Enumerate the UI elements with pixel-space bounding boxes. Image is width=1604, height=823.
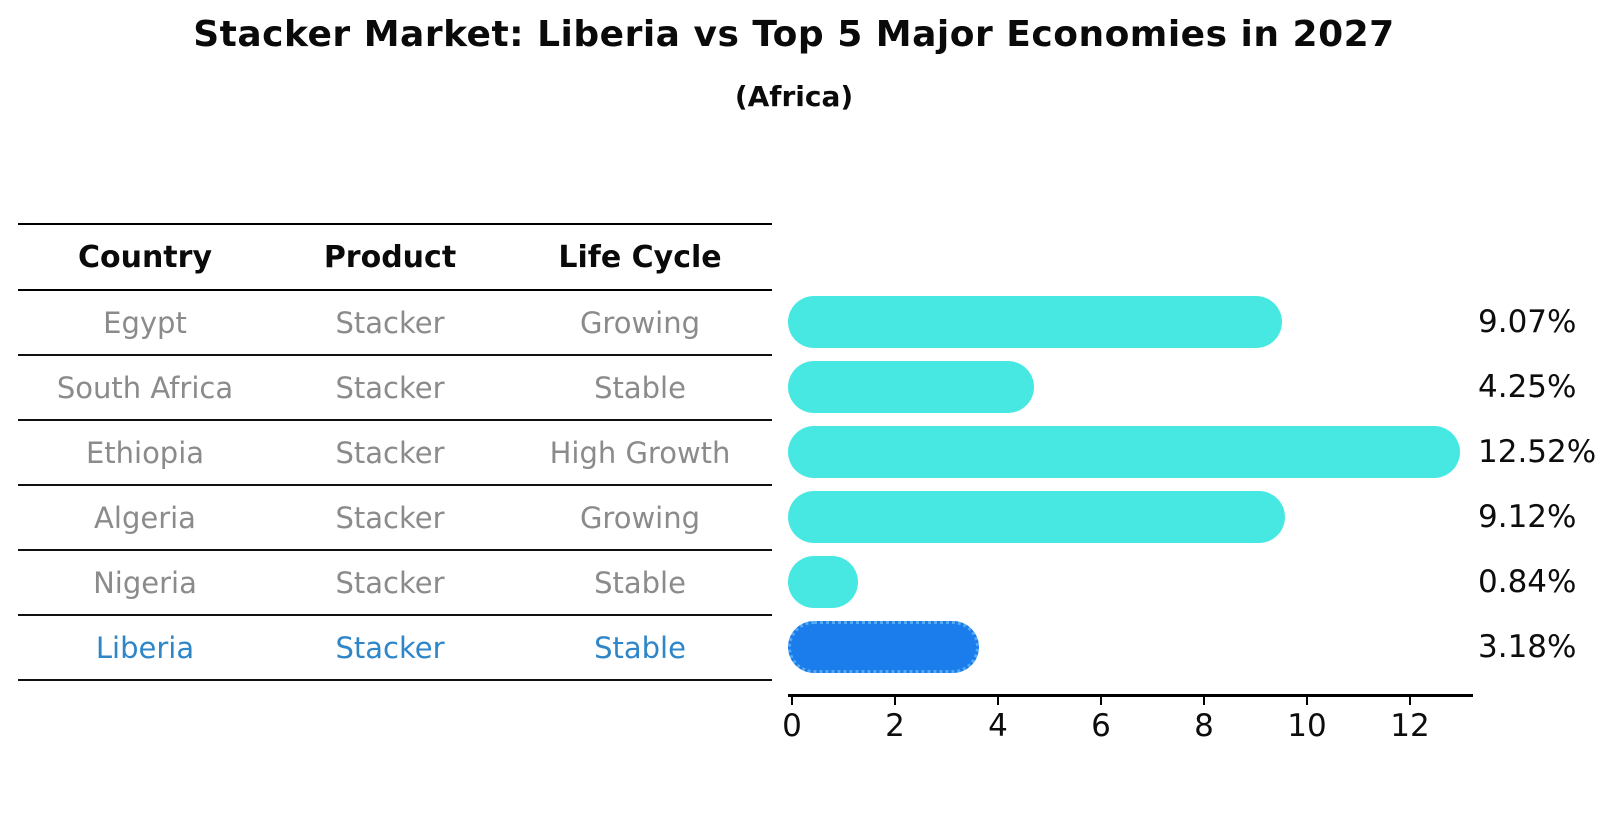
table-row: Algeria Stacker Growing bbox=[18, 486, 772, 551]
table-cell-country: Egypt bbox=[103, 305, 187, 340]
table-cell-country: South Africa bbox=[56, 370, 234, 405]
x-axis-tick-mark bbox=[1409, 695, 1411, 705]
table-row: Nigeria Stacker Stable bbox=[18, 551, 772, 616]
x-axis-tick-mark bbox=[1306, 695, 1308, 705]
column-header-product: Product bbox=[323, 239, 457, 275]
column-header-life-cycle: Life Cycle bbox=[558, 239, 722, 275]
bar-value-label: 9.07% bbox=[1478, 303, 1577, 340]
bar bbox=[788, 360, 1034, 413]
x-axis-tick-label: 10 bbox=[1287, 708, 1327, 744]
table-cell-life-cycle: Growing bbox=[579, 500, 701, 535]
bar bbox=[788, 295, 1283, 348]
bar bbox=[788, 425, 1460, 478]
bar-value-label: 12.52% bbox=[1478, 433, 1597, 470]
x-axis-tick-label: 8 bbox=[1194, 708, 1214, 744]
x-axis-tick-mark bbox=[1100, 695, 1102, 705]
table-cell-product: Stacker bbox=[335, 435, 445, 470]
table-cell-life-cycle: Stable bbox=[594, 630, 686, 665]
table-body: Egypt Stacker Growing South Africa Stacker St… bbox=[18, 291, 772, 681]
chart-subtitle: (Africa) bbox=[734, 80, 854, 113]
table-header-row: Country Product Life Cycle bbox=[18, 223, 772, 291]
bar-value-label: 9.12% bbox=[1478, 498, 1577, 535]
x-axis-tick-mark bbox=[1203, 695, 1205, 705]
x-axis-line bbox=[788, 694, 1473, 697]
x-axis-tick-label: 2 bbox=[885, 708, 905, 744]
bar-highlighted bbox=[788, 620, 979, 673]
x-axis-tick-mark bbox=[791, 695, 793, 705]
table-cell-country: Algeria bbox=[94, 500, 196, 535]
x-axis-tick-label: 4 bbox=[988, 708, 1008, 744]
table-row: South Africa Stacker Stable bbox=[18, 356, 772, 421]
table-cell-product: Stacker bbox=[335, 500, 445, 535]
table-cell-life-cycle: Stable bbox=[594, 370, 686, 405]
x-axis-tick-label: 6 bbox=[1091, 708, 1111, 744]
x-axis-tick-label: 0 bbox=[782, 708, 802, 744]
table-cell-life-cycle: Stable bbox=[594, 565, 686, 600]
bar bbox=[788, 490, 1285, 543]
chart-title: Stacker Market: Liberia vs Top 5 Major E… bbox=[193, 14, 1395, 55]
bar bbox=[788, 555, 859, 608]
table-cell-product: Stacker bbox=[335, 305, 445, 340]
data-table: Country Product Life Cycle Egypt Stacker G… bbox=[18, 223, 772, 681]
table-cell-product: Stacker bbox=[335, 630, 445, 665]
bar-value-label: 3.18% bbox=[1478, 628, 1577, 665]
table-cell-product: Stacker bbox=[335, 370, 445, 405]
column-header-country: Country bbox=[77, 239, 213, 275]
x-axis-tick-label: 12 bbox=[1390, 708, 1430, 744]
bar-value-label: 0.84% bbox=[1478, 563, 1577, 600]
table-row: Liberia Stacker Stable bbox=[18, 616, 772, 681]
table-cell-life-cycle: Growing bbox=[579, 305, 701, 340]
x-axis-tick-mark bbox=[894, 695, 896, 705]
table-row: Ethiopia Stacker High Growth bbox=[18, 421, 772, 486]
table-cell-product: Stacker bbox=[335, 565, 445, 600]
bar-value-label: 4.25% bbox=[1478, 368, 1577, 405]
table-row: Egypt Stacker Growing bbox=[18, 291, 772, 356]
table-cell-life-cycle: High Growth bbox=[549, 435, 731, 470]
table-cell-country: Liberia bbox=[95, 630, 195, 665]
x-axis-tick-mark bbox=[997, 695, 999, 705]
table-cell-country: Nigeria bbox=[93, 565, 197, 600]
table-cell-country: Ethiopia bbox=[85, 435, 205, 470]
